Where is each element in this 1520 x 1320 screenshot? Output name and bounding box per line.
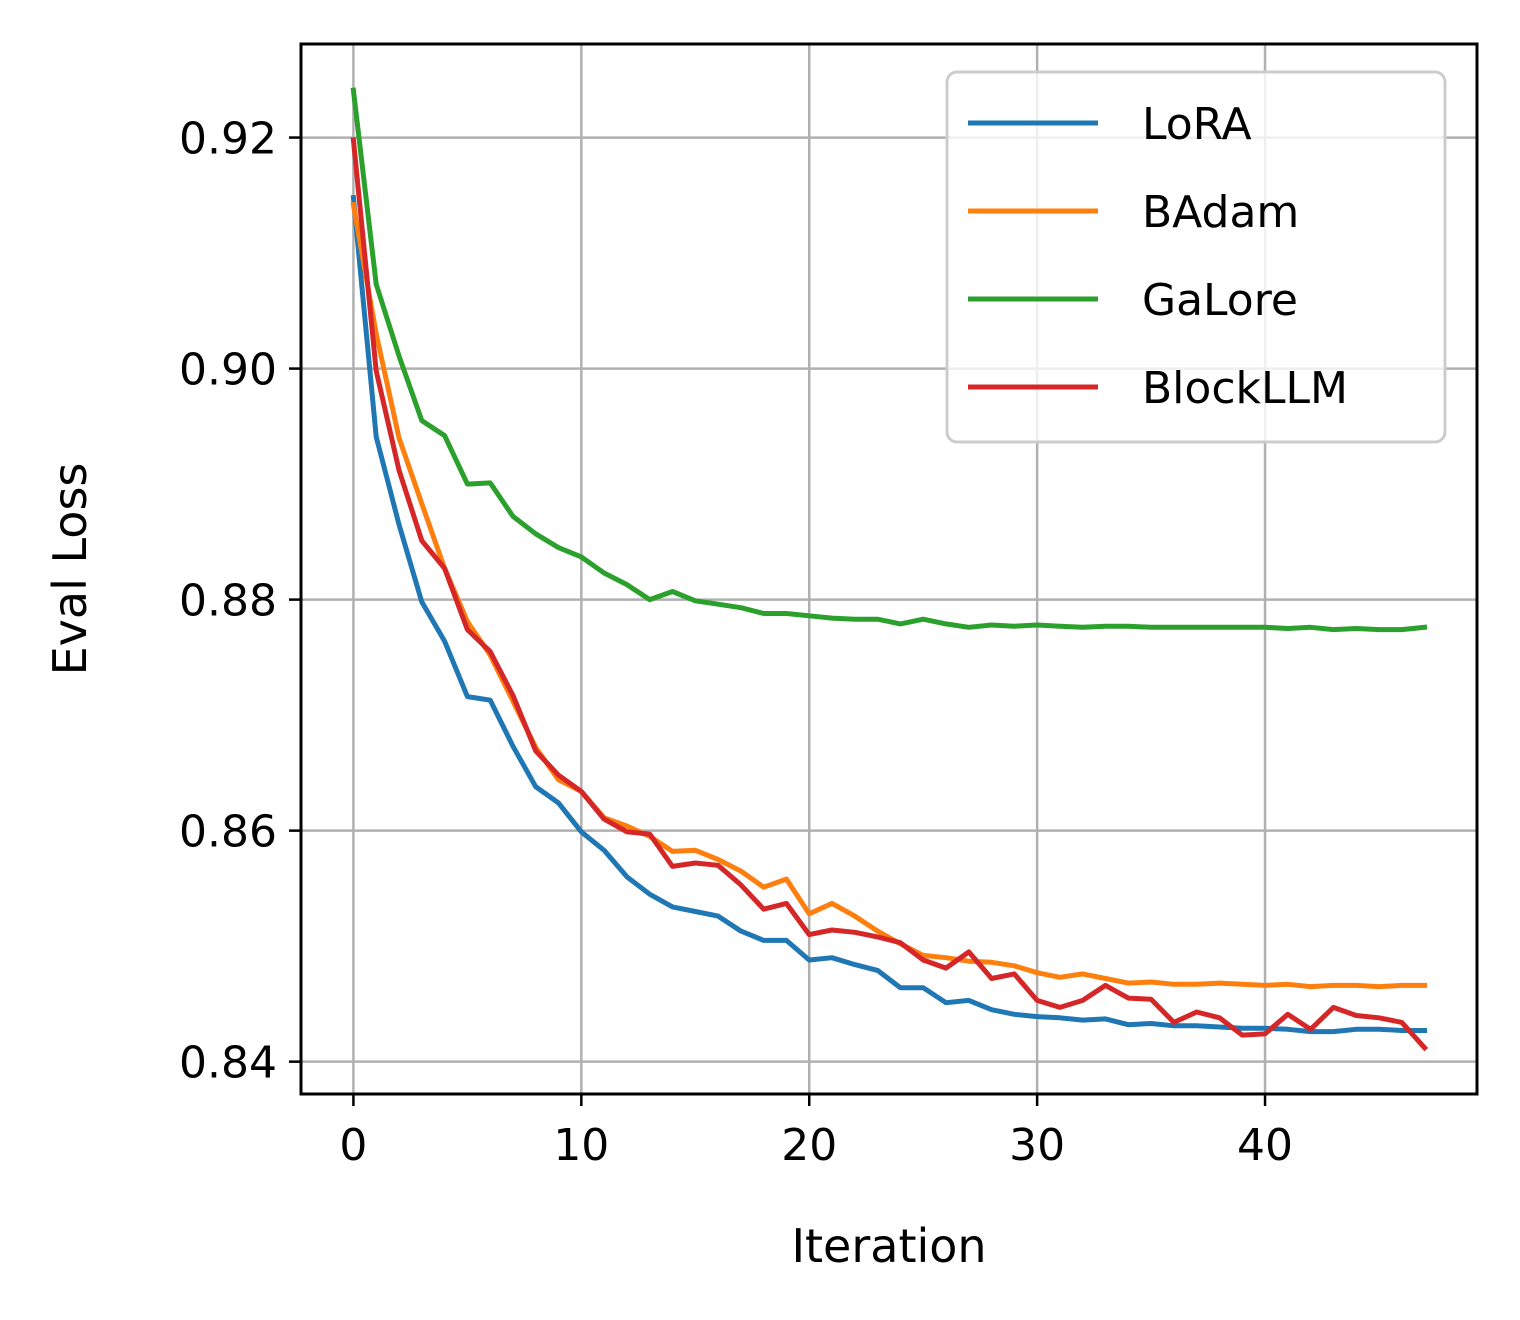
ticks: 0 10 20 30 40 0.84 0.86 0.88 0.90 0.92 xyxy=(179,114,1293,1171)
y-axis-label: Eval Loss xyxy=(43,463,97,676)
y-tick-label: 0.92 xyxy=(179,114,277,165)
legend-label-lora: LoRA xyxy=(1142,99,1252,150)
x-tick-label: 40 xyxy=(1237,1120,1293,1171)
x-tick-label: 30 xyxy=(1009,1120,1065,1171)
legend-label-blockllm: BlockLLM xyxy=(1142,363,1348,414)
x-tick-label: 10 xyxy=(553,1120,609,1171)
series-line-lora xyxy=(350,194,1428,1035)
series-line-galore xyxy=(350,87,1428,633)
legend-label-badam: BAdam xyxy=(1142,187,1299,238)
x-tick-label: 20 xyxy=(781,1120,837,1171)
plot-frame xyxy=(299,42,1479,1096)
series-line-blockllm xyxy=(350,137,1429,1052)
legend-label-galore: GaLore xyxy=(1142,275,1298,326)
series-lines xyxy=(350,87,1429,1052)
x-axis-label: Iteration xyxy=(791,1219,986,1273)
y-tick-label: 0.84 xyxy=(179,1038,277,1089)
y-tick-label: 0.86 xyxy=(179,807,277,858)
y-tick-label: 0.88 xyxy=(179,576,277,627)
x-tick-label: 0 xyxy=(339,1120,367,1171)
legend: LoRA BAdam GaLore BlockLLM xyxy=(945,70,1447,444)
y-tick-label: 0.90 xyxy=(179,345,277,396)
legend-box xyxy=(945,70,1447,444)
